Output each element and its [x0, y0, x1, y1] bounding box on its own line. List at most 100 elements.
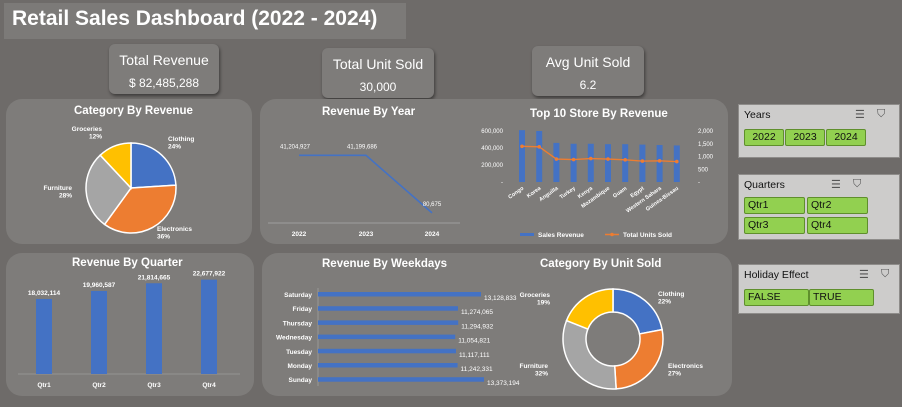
combo-top10-stores: 600,000 400,000 200,000 - 2,000 1,500 1,000 500… — [481, 129, 713, 239]
chart-title-category-revenue: Category By Revenue — [74, 105, 193, 117]
clear-filter-icon[interactable]: ⛉ — [877, 108, 886, 120]
tick-label-2022: 2022 — [292, 231, 307, 238]
clear-filter-icon[interactable]: ⛉ — [881, 268, 890, 280]
left-tick: 600,000 — [481, 129, 503, 135]
bar-korea — [536, 131, 543, 182]
bar-turkey — [570, 143, 577, 182]
legend-point-units — [610, 232, 614, 237]
data-label-qtr3: 21,814,665 — [138, 274, 171, 281]
multi-select-icon[interactable]: ☰ — [859, 269, 869, 281]
slice-groceries — [99, 142, 132, 190]
data-label-2022: 41,204,927 — [280, 144, 311, 150]
bar-congo — [519, 130, 525, 182]
slicer-item-2023[interactable]: 2023 — [785, 129, 825, 146]
slice-label-furniture: Furniture 32% — [519, 363, 548, 378]
right-tick: 1,000 — [698, 155, 714, 161]
bar-qtr4 — [201, 279, 217, 374]
left-tick: 400,000 — [481, 146, 503, 152]
slicer-item-label: 2022 — [752, 131, 776, 143]
kpi-total-revenue: Total Revenue $ 82,485,288 — [109, 44, 219, 94]
chart-title-weekdays: Revenue By Weekdays — [322, 258, 448, 270]
slice-furniture — [562, 319, 617, 390]
kpi-value: $ 82,485,288 — [128, 76, 200, 90]
slicer-item-2022[interactable]: 2022 — [744, 129, 784, 146]
bar-friday — [318, 306, 458, 311]
slicer-item-label: 2023 — [793, 131, 817, 143]
bar-kenya — [587, 143, 594, 182]
multi-select-icon[interactable]: ☰ — [831, 179, 841, 191]
data-label-qtr1: 18,032,114 — [28, 290, 61, 297]
slicer-quarters: Quarters ☰ ⛉ Qtr1 Qtr2 Qtr3 Qtr4 — [738, 174, 900, 240]
left-tick: - — [501, 180, 503, 186]
bar-wednesday — [318, 334, 456, 340]
units-point-korea — [537, 145, 541, 149]
bar-qtr1 — [36, 298, 52, 374]
units-point-western-sahara — [657, 159, 662, 163]
slicer-item-qtr1[interactable]: Qtr1 — [744, 197, 805, 214]
bar-western-sahara — [656, 145, 663, 182]
tick-label-wednesday: Wednesday — [276, 335, 312, 342]
slicer-item-label: Qtr3 — [748, 219, 769, 231]
kpi-total-units: Total Unit Sold 30,000 — [322, 48, 434, 98]
slicer-item-true[interactable]: TRUE — [809, 289, 874, 306]
tick-label-friday: Friday — [292, 306, 312, 313]
slice-clothing — [612, 288, 663, 335]
slicer-item-qtr3[interactable]: Qtr3 — [744, 217, 805, 234]
tick-label-qtr1: Qtr1 — [37, 382, 51, 389]
bar-sunday — [318, 377, 485, 382]
tick-label-saturday: Saturday — [284, 292, 312, 299]
right-tick: 1,500 — [698, 142, 714, 148]
slice-label-groceries: Groceries 19% — [520, 292, 551, 307]
clear-filter-icon[interactable]: ⛉ — [853, 178, 862, 190]
units-point-egypt — [640, 159, 645, 163]
legend-label-sales: Sales Revenue — [538, 232, 584, 239]
slicer-item-label: 2024 — [834, 131, 858, 143]
slicer-item-qtr2[interactable]: Qtr2 — [807, 197, 868, 214]
right-tick: - — [698, 180, 700, 186]
tick-label-guam: Guam — [612, 186, 628, 200]
slicer-header: Quarters — [744, 179, 785, 191]
kpi-value: 30,000 — [359, 80, 397, 94]
bar-thursday — [318, 320, 459, 325]
chart-title-category-units: Category By Unit Sold — [540, 258, 662, 270]
slice-label-groceries: Groceries 12% — [72, 126, 103, 141]
right-tick: 500 — [698, 167, 709, 173]
donut-category-units: Clothing 22% Electronics 27% Furniture 32% Gro… — [519, 288, 703, 390]
kpi-label: Total Revenue — [119, 52, 209, 68]
tick-label-sunday: Sunday — [289, 377, 313, 384]
slicer-header: Holiday Effect — [744, 269, 809, 281]
slicer-years: Years ☰ ⛉ 2022 2023 2024 — [738, 104, 900, 158]
legend-swatch-sales — [520, 233, 534, 236]
tick-label-monday: Monday — [287, 363, 312, 370]
slicer-item-qtr4[interactable]: Qtr4 — [807, 217, 868, 234]
data-label-friday: 11,274,065 — [461, 309, 493, 316]
slicer-header: Years — [744, 109, 771, 121]
tick-label-turkey: Turkey — [559, 185, 578, 201]
slicer-item-false[interactable]: FALSE — [744, 289, 809, 306]
data-label-thursday: 11,294,932 — [461, 323, 493, 330]
tick-label-thursday: Thursday — [283, 320, 313, 327]
tick-label-tuesday: Tuesday — [286, 349, 312, 356]
slice-electronics — [613, 328, 664, 390]
pie-category-revenue: Clothing 24% Electronics 36% Furniture 28% Gro… — [43, 126, 194, 241]
slice-groceries — [565, 288, 614, 331]
chart-title-revenue-year: Revenue By Year — [322, 106, 416, 118]
legend-label-units: Total Units Sold — [623, 232, 672, 239]
bar-egypt — [639, 144, 646, 182]
chart-title-revenue-quarter: Revenue By Quarter — [72, 257, 183, 269]
slicer-item-2024[interactable]: 2024 — [826, 129, 866, 146]
data-label-saturday: 13,128,833 — [484, 295, 517, 302]
bar-tuesday — [318, 348, 457, 354]
dashboard-title: Retail Sales Dashboard (2022 - 2024) — [12, 7, 378, 30]
slicer-item-label: Qtr2 — [811, 199, 832, 211]
slicer-item-label: TRUE — [813, 291, 842, 303]
data-label-monday: 11,242,331 — [461, 366, 493, 373]
right-tick: 2,000 — [698, 129, 714, 135]
data-label-tuesday: 11,117,111 — [459, 352, 490, 359]
slicer-item-label: FALSE — [748, 291, 781, 303]
slice-label-electronics: Electronics 36% — [157, 226, 192, 241]
multi-select-icon[interactable]: ☰ — [855, 109, 865, 121]
units-point-anguilla — [554, 157, 559, 161]
bar-qtr2 — [91, 290, 107, 374]
units-point-congo — [520, 144, 524, 149]
